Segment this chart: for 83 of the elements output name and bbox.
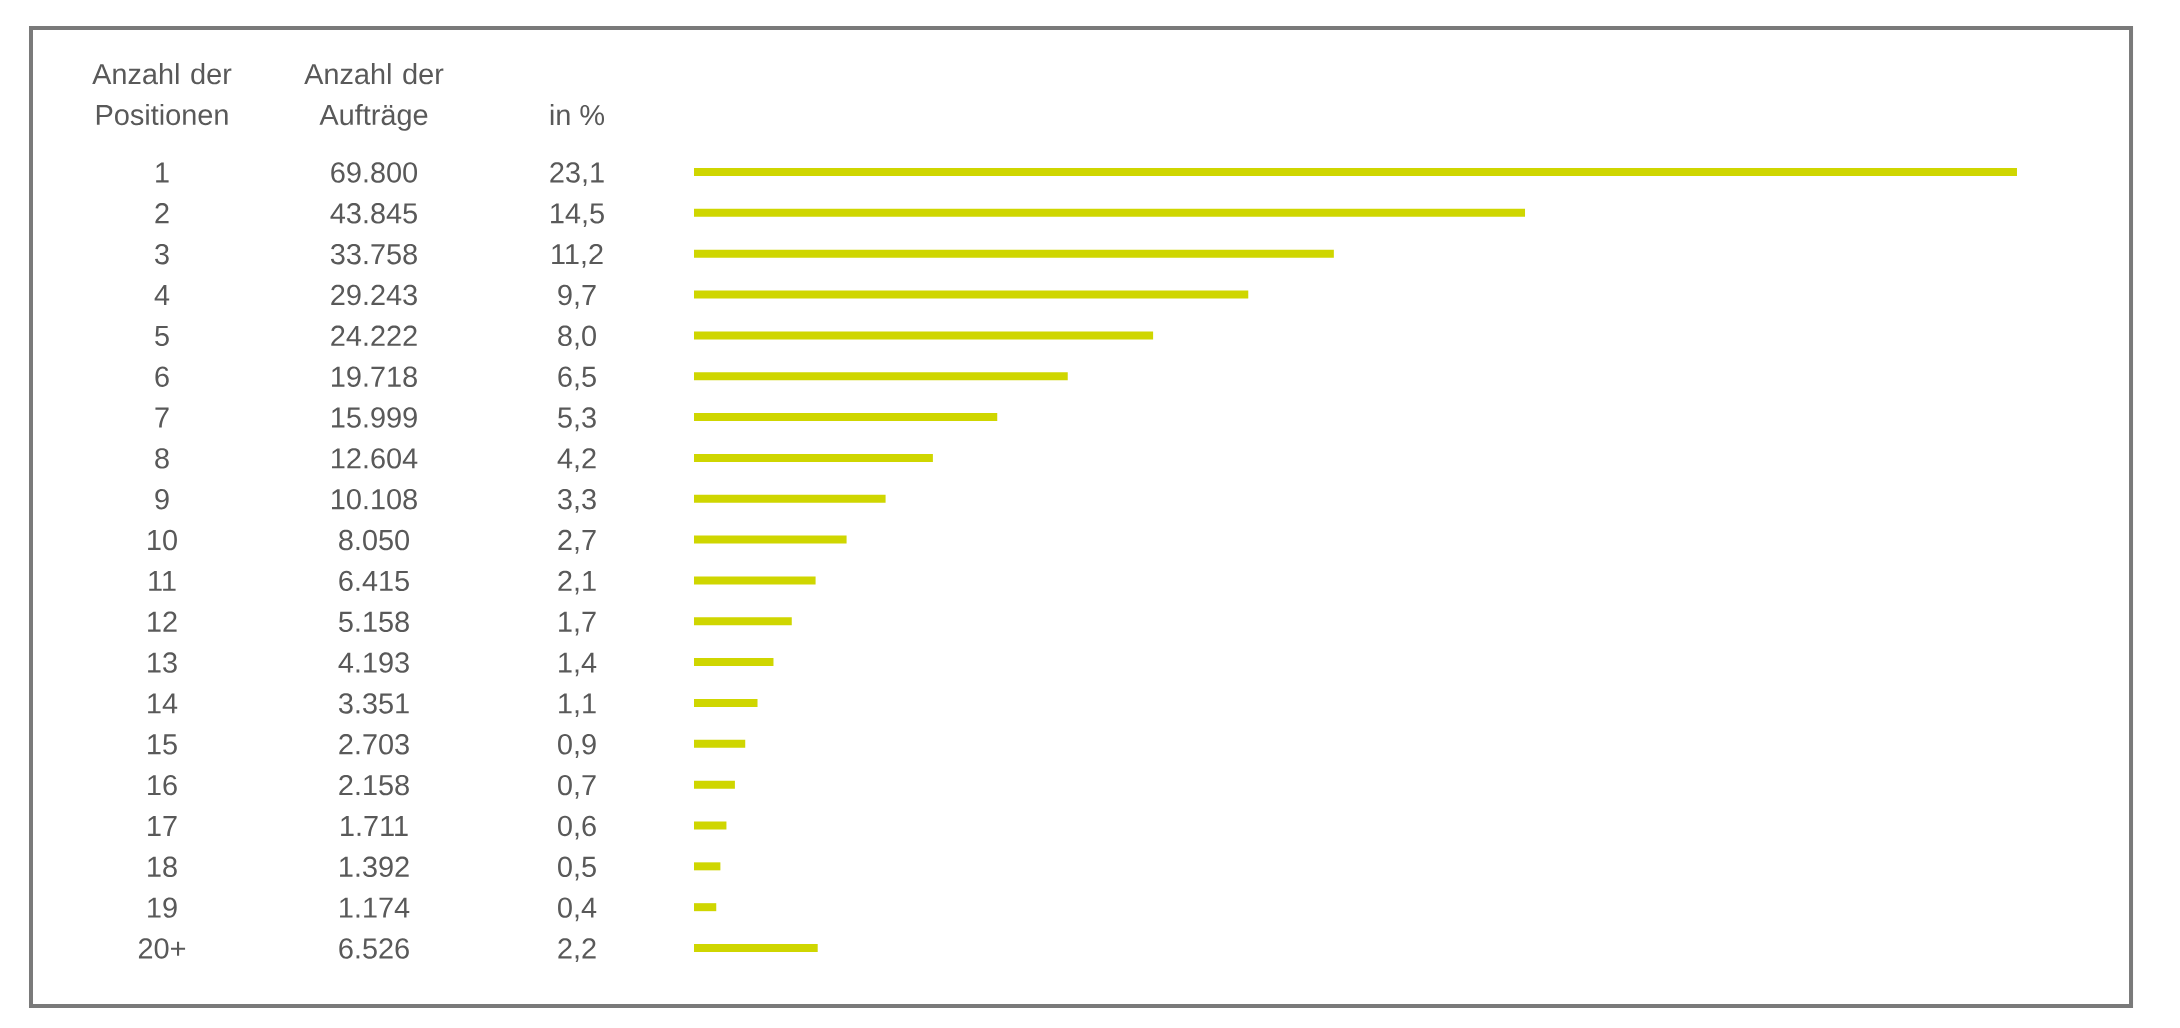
- bar: [694, 862, 721, 871]
- data-label: 69.800: [331, 162, 418, 183]
- y-axis-title: Anzahl der Positionen: [92, 63, 232, 126]
- y-tick-label: 4: [154, 285, 170, 305]
- bar: [694, 331, 1154, 340]
- bar: [694, 413, 998, 422]
- data-label: 43.845: [330, 203, 417, 224]
- bar: [694, 698, 758, 707]
- text: 3,3: [558, 488, 596, 513]
- y-tick-label: 17: [148, 816, 177, 836]
- y-tick-label: 11: [149, 570, 176, 591]
- data-label: 2.703: [339, 734, 409, 755]
- x-axis-title: Anzahl der Aufträge: [304, 63, 444, 131]
- text: 5,3: [558, 407, 596, 432]
- data-label: 4.193: [338, 652, 409, 673]
- text: 0,9: [558, 734, 596, 758]
- data-label: 10.108: [332, 488, 417, 510]
- bar: [694, 535, 847, 544]
- text: 4,2: [557, 448, 596, 473]
- y-tick-label: 18: [148, 856, 177, 878]
- data-label: 1.711: [341, 816, 408, 836]
- y-tick-label: 9: [155, 488, 169, 510]
- bar: [694, 453, 933, 462]
- bar: [694, 617, 792, 626]
- bar: [694, 821, 727, 830]
- text: in %: [550, 104, 605, 126]
- data-label: 24.222: [331, 325, 417, 346]
- y-tick-label: 12: [148, 611, 177, 632]
- y-tick-label: 6: [155, 366, 169, 387]
- bar: [694, 372, 1068, 381]
- data-label: 2.158: [339, 774, 409, 796]
- y-tick-label: 16: [148, 774, 177, 796]
- bar: [694, 780, 735, 789]
- data-label: 1.392: [340, 856, 409, 878]
- y-tick-label: 13: [148, 652, 177, 673]
- text: 0,5: [558, 856, 596, 881]
- text: 9,7: [558, 284, 596, 309]
- bar: [694, 658, 774, 667]
- bar: [694, 903, 717, 912]
- y-tick-label: 8: [155, 448, 169, 469]
- y-tick-label: 3: [155, 243, 169, 265]
- text: 8,0: [558, 325, 596, 350]
- bar: [694, 168, 2017, 177]
- data-label: 12.604: [332, 448, 418, 469]
- y-tick-label: 5: [155, 325, 169, 347]
- bar: [694, 576, 816, 585]
- data-label: 3.351: [338, 693, 409, 714]
- bar: [694, 290, 1249, 299]
- text: 2,1: [558, 570, 596, 595]
- bar: [694, 739, 746, 748]
- text: 6,5: [558, 366, 596, 391]
- bar: [694, 249, 1334, 258]
- text: 0,6: [558, 815, 596, 840]
- data-label: 5.158: [339, 611, 409, 632]
- bar: [694, 944, 818, 953]
- data-label: 6.415: [339, 570, 409, 592]
- data-label: 19.718: [332, 366, 417, 387]
- data-label: 33.758: [330, 243, 417, 265]
- text: 11,2: [552, 243, 603, 268]
- text: 1,4: [559, 652, 597, 677]
- text: 2,2: [558, 938, 596, 963]
- y-tick-label: 20+: [138, 938, 186, 959]
- y-tick-label: 15: [148, 734, 177, 755]
- y-tick-label: 19: [148, 897, 177, 918]
- y-tick-label: 10: [148, 529, 177, 551]
- y-tick-label: 2: [155, 203, 169, 224]
- bar: [694, 494, 886, 503]
- data-label: 6.526: [339, 938, 409, 959]
- text: 14,5: [551, 203, 604, 227]
- y-tick-label: 1: [156, 162, 169, 183]
- y-tick-label: 7: [155, 407, 169, 428]
- text: 2,7: [558, 529, 596, 554]
- text: 23,1: [550, 162, 604, 187]
- text: 0,7: [558, 774, 596, 799]
- y-tick-label: 14: [148, 693, 178, 714]
- data-label: 8.050: [339, 529, 410, 551]
- text: 1,7: [559, 611, 596, 636]
- data-label: 29.243: [331, 284, 417, 306]
- text: 1,1: [559, 693, 596, 718]
- bar: [694, 208, 1526, 217]
- data-label: 1.174: [340, 897, 410, 918]
- data-label: 15.999: [332, 407, 417, 428]
- text: 0,4: [558, 897, 597, 922]
